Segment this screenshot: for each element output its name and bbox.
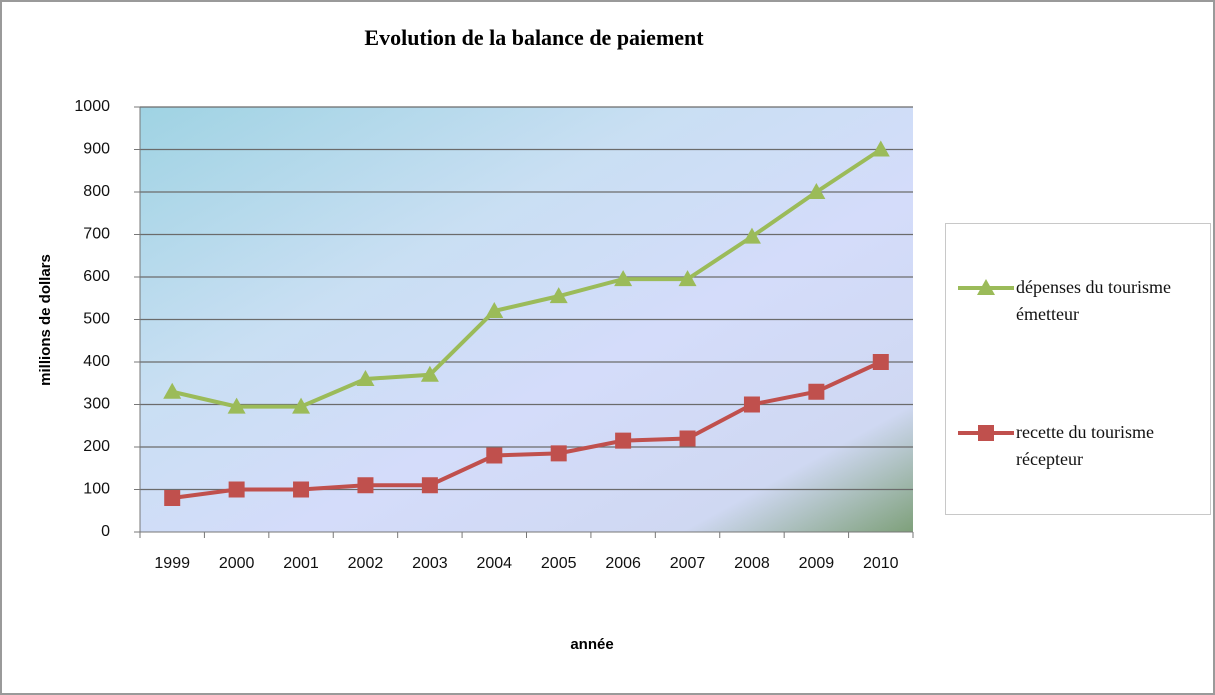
marker bbox=[808, 383, 825, 400]
legend-label: dépenses du tourisme émetteur bbox=[1016, 277, 1171, 324]
marker bbox=[485, 302, 504, 318]
x-tick-label: 2009 bbox=[799, 555, 835, 572]
marker bbox=[614, 270, 633, 287]
x-tick-label: 2010 bbox=[863, 555, 899, 572]
marker bbox=[420, 365, 439, 382]
x-tick-label: 2006 bbox=[605, 555, 641, 572]
y-tick-label: 600 bbox=[83, 268, 110, 285]
legend-item: dépenses du tourisme émetteur bbox=[956, 274, 1196, 328]
x-tick-label: 2004 bbox=[476, 555, 512, 572]
x-tick-label: 2001 bbox=[283, 555, 319, 572]
y-tick-label: 500 bbox=[83, 311, 110, 328]
y-tick-label: 700 bbox=[83, 226, 110, 243]
x-tick-label: 2000 bbox=[219, 555, 255, 572]
legend-item: recette du tourisme récepteur bbox=[956, 419, 1196, 473]
x-tick-label: 1999 bbox=[154, 555, 190, 572]
marker bbox=[742, 227, 761, 244]
x-tick-label: 2003 bbox=[412, 555, 448, 572]
marker bbox=[164, 490, 181, 506]
legend-marker bbox=[978, 425, 994, 441]
y-tick-label: 400 bbox=[83, 353, 110, 370]
marker bbox=[163, 382, 182, 399]
marker bbox=[615, 432, 632, 449]
legend: dépenses du tourisme émetteur recette du … bbox=[945, 223, 1211, 515]
x-tick-label: 2008 bbox=[734, 555, 770, 572]
series-line bbox=[171, 147, 882, 409]
y-tick-label: 200 bbox=[83, 438, 110, 455]
chart-title: Evolution de la balance de paiement bbox=[364, 25, 704, 50]
legend-icon bbox=[958, 425, 1014, 441]
y-tick-label: 0 bbox=[101, 523, 110, 540]
y-tick-label: 100 bbox=[83, 481, 110, 498]
marker bbox=[549, 287, 568, 304]
marker bbox=[486, 447, 503, 464]
x-tick-label: 2005 bbox=[541, 555, 577, 572]
y-tick-label: 800 bbox=[83, 183, 110, 200]
y-axis-label: millions de dollars bbox=[37, 254, 54, 386]
marker bbox=[679, 430, 696, 447]
legend-icon bbox=[958, 279, 1014, 295]
x-axis-label: année bbox=[570, 636, 613, 653]
marker bbox=[743, 396, 760, 413]
x-tick-label: 2007 bbox=[670, 555, 706, 572]
marker bbox=[678, 270, 697, 287]
marker bbox=[227, 397, 246, 414]
legend-marker bbox=[977, 279, 995, 295]
series-line bbox=[171, 360, 882, 500]
y-tick-label: 1000 bbox=[74, 98, 110, 115]
marker bbox=[228, 481, 245, 498]
y-tick-label: 300 bbox=[83, 396, 110, 413]
marker bbox=[293, 481, 310, 498]
marker bbox=[421, 477, 438, 494]
y-tick-label: 900 bbox=[83, 141, 110, 158]
marker bbox=[550, 445, 567, 462]
marker bbox=[872, 354, 889, 370]
marker bbox=[356, 370, 375, 386]
x-tick-label: 2002 bbox=[348, 555, 384, 572]
marker bbox=[807, 183, 826, 199]
legend-label: recette du tourisme récepteur bbox=[1016, 422, 1154, 469]
marker bbox=[871, 140, 890, 157]
marker bbox=[357, 477, 374, 494]
marker bbox=[292, 397, 311, 414]
